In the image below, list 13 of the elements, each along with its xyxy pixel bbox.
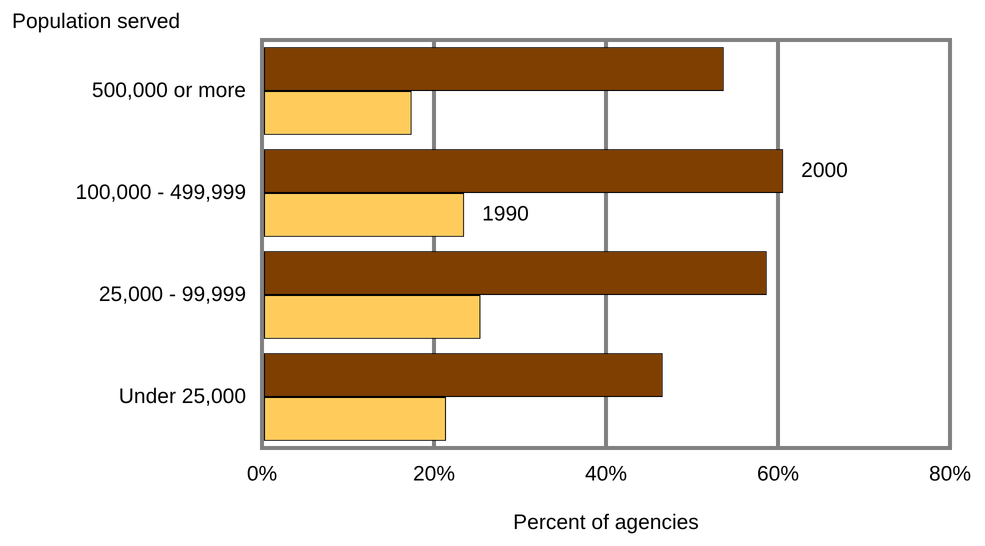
- y-tick-label: 25,000 - 99,999: [98, 282, 246, 306]
- x-tick-label: 0%: [246, 462, 278, 486]
- series-label: 2000: [801, 158, 848, 182]
- x-tick-label: 80%: [928, 462, 971, 486]
- y-tick-label: Under 25,000: [118, 384, 246, 408]
- series-label: 1990: [482, 202, 529, 226]
- x-tick-label: 20%: [412, 462, 456, 486]
- x-axis-title: Percent of agencies: [513, 511, 699, 534]
- y-tick-label: 500,000 or more: [92, 78, 246, 102]
- y-axis-title: Population served: [12, 10, 180, 34]
- x-tick-label: 40%: [584, 462, 628, 486]
- x-tick-label: 60%: [756, 462, 800, 486]
- y-tick-label: 100,000 - 499,999: [76, 180, 246, 204]
